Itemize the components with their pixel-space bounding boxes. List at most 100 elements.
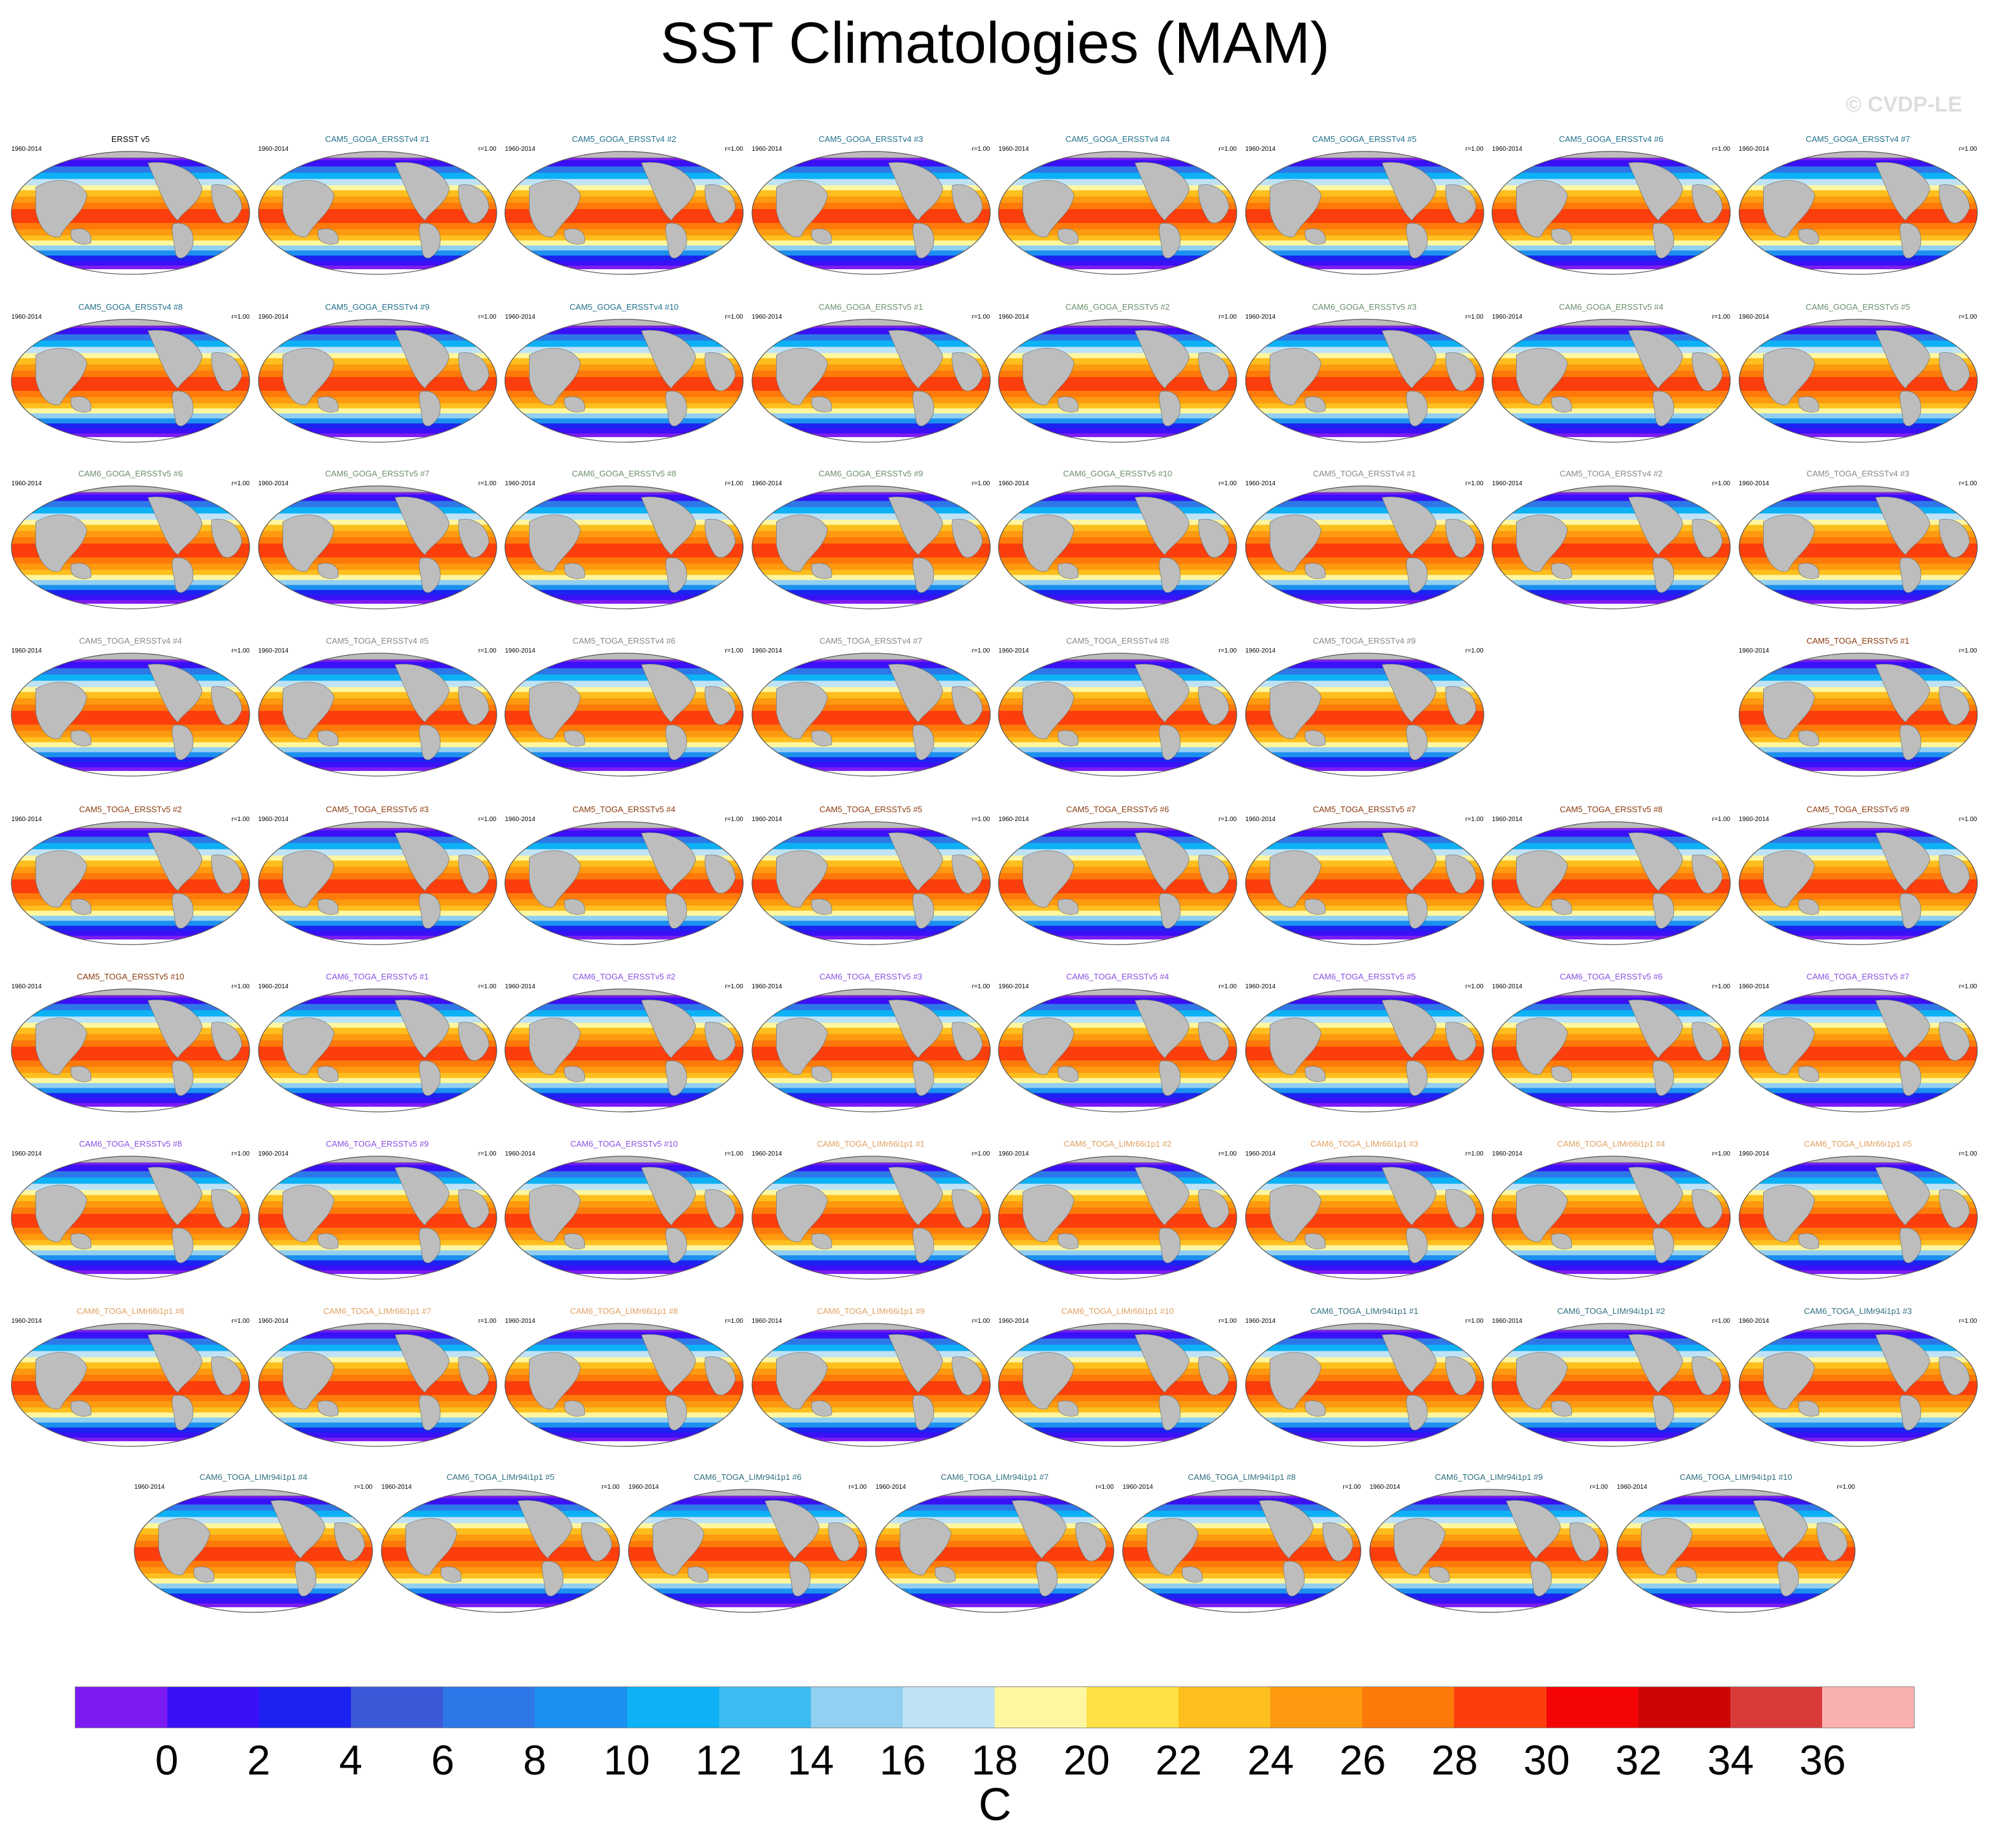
panel-title: CAM6_TOGA_ERSSTv5 #3 [819,972,922,981]
panel-title: CAM5_GOGA_ERSSTv4 #3 [819,134,923,144]
map-panel: CAM5_TOGA_ERSSTv4 #5 1960-2014 r=1.00 [255,635,501,787]
map-panel: CAM6_TOGA_LIMr66i1p1 #6 1960-2014 r=1.00 [8,1305,253,1457]
colorbar-swatch [535,1687,627,1728]
panel-title: CAM6_TOGA_LIMr66i1p1 #10 [1061,1306,1174,1316]
panel-correlation: r=1.00 [1465,1318,1484,1325]
sst-map [998,1156,1237,1280]
sst-map [1244,319,1484,443]
map-panel: CAM5_TOGA_ERSSTv5 #8 1960-2014 r=1.00 [1488,803,1734,955]
sst-map [751,485,991,609]
sst-map [504,653,744,777]
panel-title: CAM5_GOGA_ERSSTv4 #7 [1806,134,1910,144]
panel-correlation: r=1.00 [1958,1150,1977,1157]
panel-period: 1960-2014 [751,146,782,153]
map-panel: CAM6_TOGA_LIMr94i1p1 #10 1960-2014 r=1.00 [1613,1471,1859,1623]
panel-period: 1960-2014 [998,647,1029,654]
panel-period: 1960-2014 [505,816,535,823]
panel-period: 1960-2014 [1245,983,1276,990]
colorbar-tick-label: 28 [1431,1736,1478,1783]
panel-period: 1960-2014 [998,480,1029,487]
sst-map [1244,821,1484,945]
panel-period: 1960-2014 [134,1484,165,1491]
panel-period: 1960-2014 [258,1150,289,1157]
panel-correlation: r=1.00 [971,647,990,654]
map-panel: CAM6_TOGA_ERSSTv5 #1 1960-2014 r=1.00 [255,971,501,1123]
panel-period: 1960-2014 [1738,1318,1770,1325]
panel-correlation: r=1.00 [725,983,743,990]
colorbar-tick-label: 30 [1523,1736,1570,1783]
panel-title: CAM6_TOGA_LIMr94i1p1 #10 [1680,1472,1792,1482]
panel-correlation: r=1.00 [1958,480,1977,487]
panel-grid: ERSST v5 1960-2014 CAM5_GOGA_ERSSTv4 #1 196… [8,133,1981,1623]
panel-title: CAM5_TOGA_ERSSTv5 #5 [819,805,922,814]
sst-map [504,988,744,1112]
colorbar-swatch [1454,1687,1547,1728]
panel-correlation: r=1.00 [478,1318,497,1325]
panel-correlation: r=1.00 [1712,480,1730,487]
sst-map [1491,319,1731,443]
panel-correlation: r=1.00 [1218,1318,1237,1325]
colorbar-tick-label: 36 [1799,1736,1846,1783]
panel-period: 1960-2014 [751,480,782,487]
panel-period: 1960-2014 [998,1150,1029,1157]
map-panel: CAM6_TOGA_LIMr66i1p1 #4 1960-2014 r=1.00 [1488,1138,1734,1290]
map-panel: CAM6_TOGA_ERSSTv5 #7 1960-2014 r=1.00 [1735,971,1981,1123]
panel-correlation: r=1.00 [231,983,250,990]
map-panel: CAM5_TOGA_ERSSTv5 #1 1960-2014 r=1.00 [1735,635,1981,787]
panel-correlation: r=1.00 [848,1484,867,1491]
colorbar-tick-label: 0 [155,1736,179,1783]
panel-title: CAM6_TOGA_LIMr94i1p1 #2 [1557,1306,1666,1316]
map-panel: CAM6_TOGA_LIMr94i1p1 #9 1960-2014 r=1.00 [1366,1471,1612,1623]
panel-title: CAM5_TOGA_ERSSTv4 #2 [1559,469,1663,478]
panel-period: 1960-2014 [258,314,289,321]
panel-title: CAM6_TOGA_LIMr94i1p1 #9 [1434,1472,1543,1482]
sst-map [11,151,250,275]
panel-correlation: r=1.00 [1218,480,1237,487]
map-panel: CAM5_TOGA_ERSSTv5 #4 1960-2014 r=1.00 [501,803,747,955]
panel-title: CAM6_TOGA_LIMr66i1p1 #3 [1310,1139,1419,1149]
map-panel: CAM5_TOGA_ERSSTv5 #6 1960-2014 r=1.00 [995,803,1241,955]
panel-correlation: r=1.00 [1218,146,1237,153]
panel-title: CAM6_GOGA_ERSSTv5 #5 [1806,302,1910,312]
map-panel: CAM6_TOGA_ERSSTv5 #10 1960-2014 r=1.00 [501,1138,747,1290]
panel-period: 1960-2014 [1245,647,1276,654]
panel-title: CAM6_GOGA_ERSSTv5 #10 [1063,469,1172,478]
panel-title: CAM6_GOGA_ERSSTv5 #4 [1559,302,1664,312]
map-panel: CAM5_GOGA_ERSSTv4 #7 1960-2014 r=1.00 [1735,133,1981,285]
panel-correlation: r=1.00 [231,314,250,321]
map-panel: CAM5_TOGA_ERSSTv5 #10 1960-2014 r=1.00 [8,971,253,1123]
panel-title: CAM6_TOGA_ERSSTv5 #8 [79,1139,182,1149]
panel-period: 1960-2014 [1245,146,1276,153]
map-panel: CAM6_GOGA_ERSSTv5 #9 1960-2014 r=1.00 [748,468,994,620]
sst-map [1738,1323,1978,1447]
panel-correlation: r=1.00 [1218,816,1237,823]
sst-map [257,319,497,443]
colorbar-swatch [810,1687,903,1728]
map-panel: CAM5_GOGA_ERSSTv4 #8 1960-2014 r=1.00 [8,301,253,453]
map-panel: CAM6_TOGA_LIMr94i1p1 #8 1960-2014 r=1.00 [1119,1471,1365,1623]
panel-period: 1960-2014 [751,816,782,823]
map-panel: CAM6_TOGA_LIMr66i1p1 #8 1960-2014 r=1.00 [501,1305,747,1457]
panel-period: 1960-2014 [505,146,535,153]
sst-map [628,1489,867,1613]
colorbar-swatch [1638,1687,1730,1728]
panel-period: 1960-2014 [11,816,42,823]
panel-period: 1960-2014 [11,983,42,990]
map-panel: CAM5_TOGA_ERSSTv4 #9 1960-2014 r=1.00 [1242,635,1488,787]
panel-correlation: r=1.00 [725,314,743,321]
colorbar-tick-label: 32 [1615,1736,1662,1783]
map-panel: CAM5_TOGA_ERSSTv5 #2 1960-2014 r=1.00 [8,803,253,955]
sst-map [998,988,1237,1112]
sst-map [504,151,744,275]
map-panel: CAM6_TOGA_LIMr66i1p1 #5 1960-2014 r=1.00 [1735,1138,1981,1290]
figure-title: SST Climatologies (MAM) [660,11,1330,75]
map-panel: CAM5_GOGA_ERSSTv4 #9 1960-2014 r=1.00 [255,301,501,453]
sst-map [998,653,1237,777]
panel-correlation: r=1.00 [971,480,990,487]
sst-map [1244,151,1484,275]
panel-period: 1960-2014 [751,1150,782,1157]
panel-title: CAM5_TOGA_ERSSTv4 #8 [1066,636,1170,646]
sst-map [1244,1323,1484,1447]
colorbar-tick-label: 34 [1707,1736,1754,1783]
map-panel: CAM6_TOGA_LIMr94i1p1 #2 1960-2014 r=1.00 [1488,1305,1734,1457]
